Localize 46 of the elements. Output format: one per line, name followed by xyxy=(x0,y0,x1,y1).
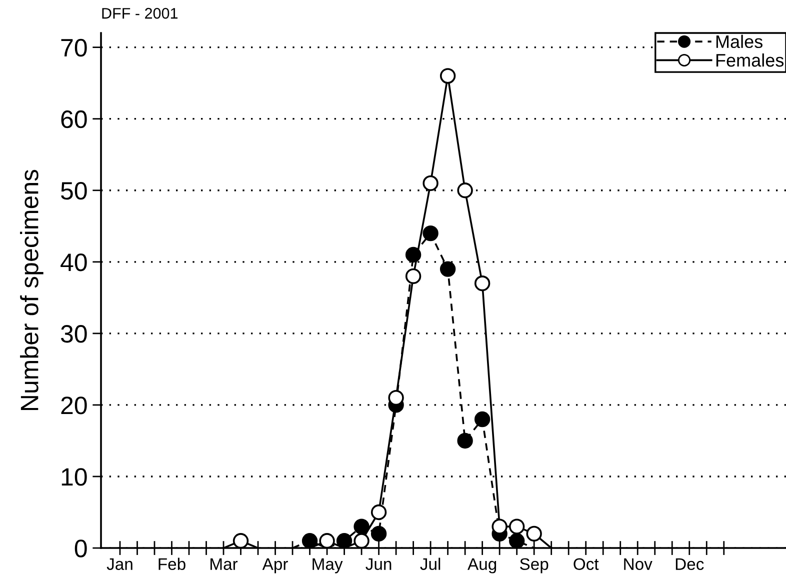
point xyxy=(457,182,473,198)
point xyxy=(232,533,249,548)
y-axis-title: Number of specimens xyxy=(20,170,44,410)
point xyxy=(508,533,525,548)
point xyxy=(474,276,490,292)
point xyxy=(405,268,422,284)
legend-label: Males xyxy=(716,34,762,48)
point xyxy=(422,225,438,242)
x-tick-label: Jan xyxy=(106,558,132,570)
point xyxy=(457,432,473,449)
x-tick-label: Feb xyxy=(158,558,186,570)
point xyxy=(474,411,490,428)
y-tick-label: 70 xyxy=(61,38,87,57)
point xyxy=(440,261,456,277)
y-tick-label: 40 xyxy=(60,254,87,272)
y-tick-label: 10 xyxy=(62,468,87,486)
x-tick-label: Sep xyxy=(520,558,548,574)
legend-label: Females xyxy=(716,53,784,67)
chart-title: DFF - 2001 xyxy=(102,8,178,19)
point xyxy=(319,533,335,548)
point xyxy=(370,504,387,520)
y-tick-label: 50 xyxy=(61,182,87,200)
point xyxy=(388,390,404,406)
y-tick-label: 20 xyxy=(61,396,87,414)
point xyxy=(508,518,525,534)
x-tick-label: Aug xyxy=(468,558,496,574)
x-tick-label: Mar xyxy=(210,558,238,570)
x-tick-label: Oct xyxy=(574,558,599,570)
point xyxy=(336,533,352,548)
point xyxy=(370,526,387,542)
y-tick-label: 60 xyxy=(61,110,87,128)
y-tick-label: 0 xyxy=(74,540,87,558)
x-tick-label: Apr xyxy=(262,558,288,574)
point xyxy=(302,533,318,548)
x-tick-label: Nov xyxy=(624,558,652,570)
x-tick-label: Jul xyxy=(420,558,440,570)
point xyxy=(440,68,456,84)
x-tick-label: Dec xyxy=(676,558,704,570)
point xyxy=(526,526,542,542)
x-tick-label: Jun xyxy=(366,558,392,570)
y-tick-label: 30 xyxy=(60,325,87,343)
point xyxy=(422,175,438,192)
point xyxy=(492,518,508,534)
point xyxy=(354,533,370,548)
x-tick-label: May xyxy=(312,558,343,574)
point xyxy=(354,518,370,534)
